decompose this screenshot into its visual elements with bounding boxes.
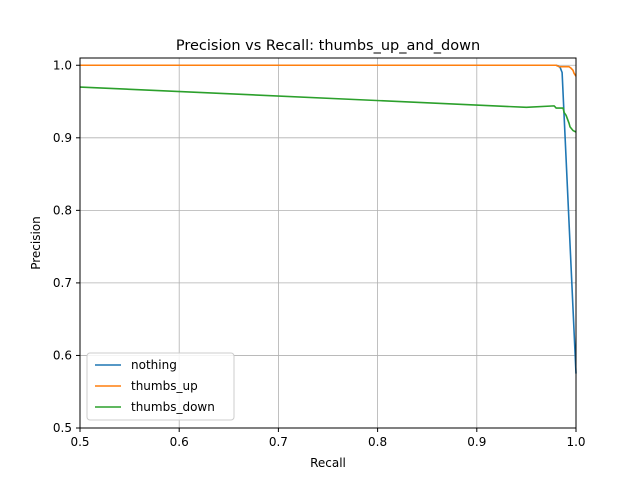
y-tick-label: 0.6 <box>53 348 72 362</box>
legend: nothing thumbs_up thumbs_down <box>86 352 235 421</box>
x-tick-label: 0.9 <box>467 435 486 449</box>
legend-label-nothing: nothing <box>131 358 177 372</box>
plot-frame <box>79 57 577 429</box>
x-tick-label: 0.8 <box>368 435 387 449</box>
series-line-thumbs-up <box>80 64 577 77</box>
series-lines <box>79 64 577 374</box>
chart-title: Precision vs Recall: thumbs_up_and_down <box>176 38 480 54</box>
x-tick-label: 0.5 <box>70 435 89 449</box>
series-line-thumbs-down <box>79 86 577 133</box>
y-tick-label: 1.0 <box>53 58 72 72</box>
x-tick-label: 1.0 <box>566 435 585 449</box>
x-tick-label: 0.6 <box>170 435 189 449</box>
y-tick-label: 0.5 <box>53 421 72 435</box>
ticks: 0.5 0.6 0.7 0.8 0.9 1.0 0.5 0.6 0.7 0.8 0.9 1.0 <box>53 58 586 449</box>
x-axis-label: Recall <box>310 456 346 470</box>
y-tick-label: 0.8 <box>53 203 72 217</box>
legend-box <box>86 352 235 421</box>
y-tick-label: 0.7 <box>53 276 72 290</box>
y-tick-label: 0.9 <box>53 131 72 145</box>
y-axis-label: Precision <box>29 216 43 270</box>
x-tick-label: 0.7 <box>269 435 288 449</box>
legend-label-thumbs-up: thumbs_up <box>131 379 198 393</box>
legend-label-thumbs-down: thumbs_down <box>131 400 215 414</box>
